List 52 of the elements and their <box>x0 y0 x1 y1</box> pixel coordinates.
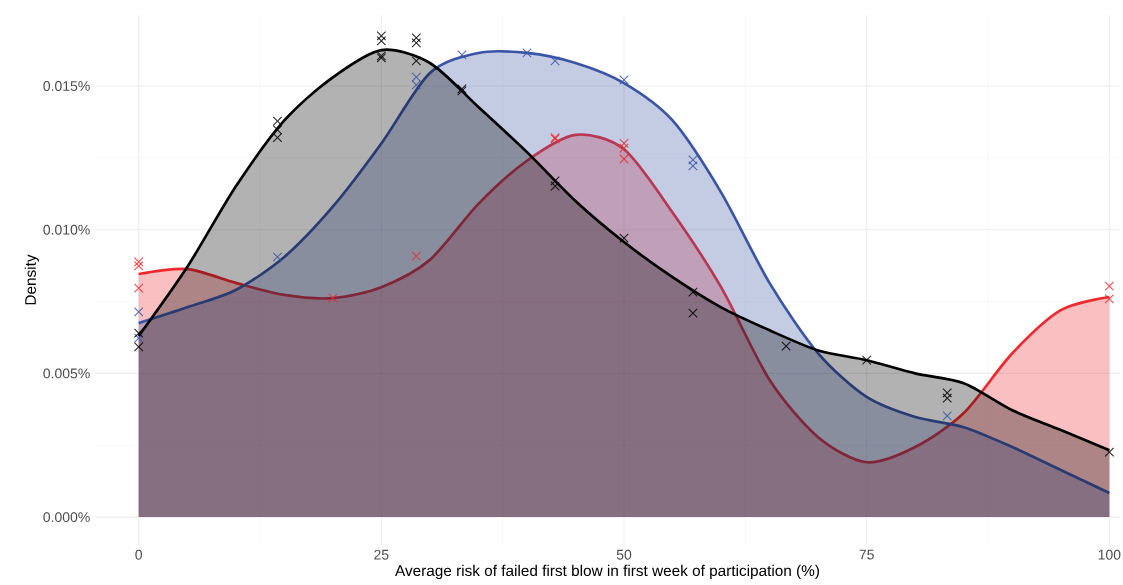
point <box>133 283 144 293</box>
point <box>550 181 560 191</box>
point <box>272 132 283 143</box>
point <box>619 233 629 243</box>
point <box>133 342 144 352</box>
point <box>619 75 629 85</box>
point <box>411 38 422 48</box>
x-tick-label: 50 <box>616 549 632 560</box>
y-tick-label: 0.010% <box>43 224 90 235</box>
point <box>619 138 629 149</box>
y-tick-label: 0.005% <box>43 368 90 379</box>
point <box>688 155 698 165</box>
point <box>942 411 953 421</box>
point <box>133 261 144 271</box>
point <box>272 116 283 126</box>
point <box>133 307 144 317</box>
y-tick-label: 0.015% <box>43 81 90 91</box>
point <box>272 252 283 262</box>
point <box>781 341 791 351</box>
point <box>376 36 387 46</box>
point <box>376 31 387 41</box>
point <box>688 287 698 297</box>
point <box>411 251 422 261</box>
x-tick-label: 75 <box>859 549 874 560</box>
point <box>133 257 144 267</box>
point <box>522 48 532 58</box>
point <box>457 50 467 60</box>
point <box>411 56 422 66</box>
x-tick-label: 25 <box>374 549 389 560</box>
y-tick-label: 0.000% <box>43 512 90 523</box>
point <box>550 56 560 66</box>
point <box>619 143 629 153</box>
x-tick-label: 100 <box>1098 549 1121 560</box>
point <box>1104 294 1115 304</box>
point <box>411 72 422 82</box>
x-axis-title: Average risk of failed first blow in first week of participation (%) <box>395 564 819 580</box>
point <box>133 328 144 338</box>
point <box>861 355 872 365</box>
point <box>272 125 283 135</box>
point <box>1104 447 1115 457</box>
point <box>688 161 698 171</box>
point <box>942 388 953 398</box>
point <box>133 333 144 343</box>
x-tick-label: 0 <box>135 549 143 560</box>
y-axis-title: Density <box>24 254 39 305</box>
point <box>328 293 338 303</box>
point <box>619 154 629 164</box>
point <box>411 33 422 43</box>
point <box>411 80 422 90</box>
point <box>1104 281 1115 291</box>
point <box>942 393 953 403</box>
point <box>688 308 698 318</box>
